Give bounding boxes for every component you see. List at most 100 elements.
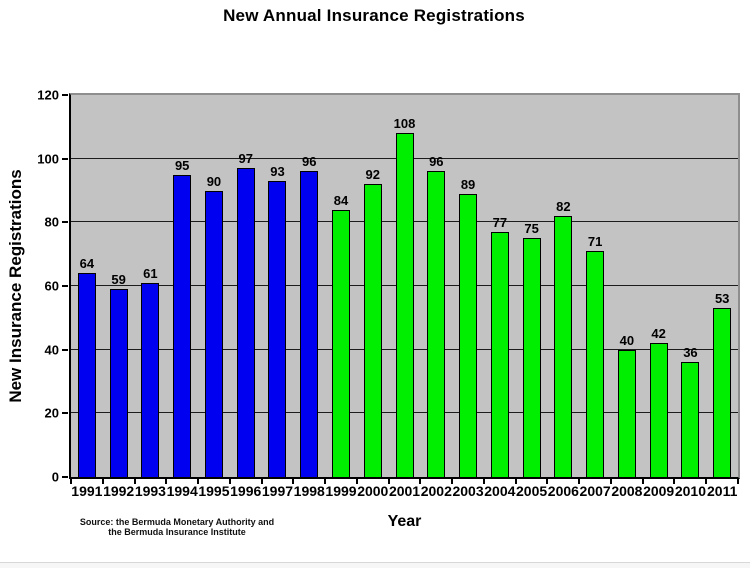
bar-value-label-2007: 71 [587, 233, 603, 249]
bar-2005 [522, 238, 541, 477]
bar-slot-2008: 40 [611, 95, 643, 477]
bar-2003 [459, 193, 478, 477]
bar-slot-1994: 95 [166, 95, 198, 477]
x-tick-mark-19 [673, 479, 676, 484]
x-tick-label-1991: 1991 [71, 483, 103, 499]
bar-value-label-2003: 89 [460, 176, 476, 192]
x-tick-label-2000: 2000 [357, 483, 389, 499]
bar-1997 [268, 180, 287, 477]
y-tick-mark-100 [62, 157, 68, 160]
y-tick-mark-60 [62, 285, 68, 287]
y-tick-mark-20 [62, 412, 68, 415]
chart-title: New Annual Insurance Registrations [223, 6, 525, 25]
x-tick-label-2002: 2002 [420, 483, 452, 499]
x-tick-mark-13 [482, 479, 485, 484]
x-tick-mark-17 [609, 479, 612, 484]
x-tick-mark-14 [514, 479, 517, 484]
x-tick-label-1993: 1993 [134, 483, 166, 499]
bar-slot-1991: 64 [71, 95, 103, 477]
x-tick-label-1996: 1996 [230, 483, 262, 499]
x-tick-label-2003: 2003 [452, 483, 484, 499]
bar-value-label-1994: 95 [174, 157, 190, 173]
bar-2004 [490, 231, 509, 477]
bar-value-label-2008: 40 [619, 332, 635, 348]
y-tick-label-20: 20 [44, 405, 59, 421]
x-tick-label-1995: 1995 [198, 483, 230, 499]
bar-value-label-2010: 36 [683, 345, 698, 361]
bar-slot-2011: 53 [706, 95, 738, 477]
x-tick-mark-0 [70, 479, 72, 484]
x-tick-label-2006: 2006 [547, 483, 579, 499]
source-note: Source: the Bermuda Monetary Authority a… [62, 517, 292, 537]
x-tick-label-1999: 1999 [325, 483, 357, 499]
bar-2001 [395, 133, 414, 477]
x-tick-mark-15 [546, 479, 549, 484]
bar-slot-2000: 92 [357, 95, 389, 477]
bar-value-label-1999: 84 [333, 192, 349, 208]
bar-slot-1992: 59 [103, 95, 135, 477]
bar-series: 64 59 61 95 90 97 93 96 84 92 108 96 89 77 75 82 71 40 42 3… [71, 95, 738, 477]
bar-1991 [77, 273, 96, 477]
bar-2007 [586, 250, 605, 477]
bar-1998 [300, 171, 319, 477]
bar-slot-1997: 93 [262, 95, 294, 477]
bar-slot-2005: 75 [516, 95, 548, 477]
bar-1992 [109, 289, 128, 477]
bar-value-label-2005: 75 [524, 221, 539, 237]
bar-2006 [554, 215, 573, 477]
bar-1999 [332, 209, 350, 477]
x-tick-mark-7 [292, 479, 295, 484]
bar-value-label-2011: 53 [714, 291, 730, 307]
bar-slot-1993: 61 [135, 95, 167, 477]
x-tick-mark-8 [324, 479, 327, 484]
x-tick-label-2004: 2004 [484, 483, 516, 499]
y-tick-mark-80 [62, 221, 68, 224]
bar-2010 [681, 362, 700, 477]
x-tick-mark-3 [165, 479, 168, 484]
y-tick-label-60: 60 [44, 278, 59, 294]
bar-value-label-1992: 59 [111, 272, 126, 288]
bar-2009 [649, 343, 668, 477]
x-tick-label-2011: 2011 [707, 483, 738, 499]
x-tick-mark-9 [355, 479, 358, 484]
bar-value-label-1996: 97 [238, 151, 253, 167]
source-note-line2: the Bermuda Insurance Institute [108, 527, 246, 537]
x-tick-mark-5 [228, 479, 231, 484]
bar-value-label-2001: 108 [393, 116, 416, 132]
bar-slot-1995: 90 [198, 95, 230, 477]
bar-slot-2002: 96 [420, 95, 452, 477]
bar-1994 [173, 174, 192, 477]
bar-value-label-2004: 77 [492, 214, 508, 230]
bar-value-label-1991: 64 [79, 256, 95, 272]
x-tick-mark-16 [578, 479, 581, 484]
y-tick-mark-120 [62, 94, 68, 96]
bar-2002 [427, 171, 446, 477]
x-tick-mark-12 [451, 479, 454, 484]
x-axis-ticks [70, 479, 739, 484]
x-tick-label-2010: 2010 [674, 483, 706, 499]
bar-2011 [713, 308, 732, 477]
plot-area: 64 59 61 95 90 97 93 96 84 92 108 96 89 77 75 82 71 40 42 3… [69, 93, 740, 479]
x-tick-label-1992: 1992 [103, 483, 135, 499]
bar-slot-2001: 108 [389, 95, 421, 477]
bar-value-label-1993: 61 [143, 265, 158, 281]
bar-value-label-2006: 82 [556, 198, 571, 214]
bar-value-label-1995: 90 [206, 173, 222, 189]
bar-value-label-2000: 92 [365, 167, 380, 183]
bar-1995 [204, 190, 223, 477]
y-tick-label-80: 80 [44, 214, 59, 230]
x-axis-title: Year [387, 513, 422, 530]
y-tick-label-120: 120 [37, 87, 59, 103]
x-tick-mark-18 [641, 479, 644, 484]
bar-1993 [141, 282, 160, 477]
y-tick-mark-40 [62, 348, 68, 351]
y-tick-label-0: 0 [51, 469, 59, 485]
bar-slot-1998: 96 [293, 95, 325, 477]
x-tick-mark-21 [737, 479, 739, 484]
bar-1996 [236, 168, 255, 477]
x-tick-mark-20 [705, 479, 708, 484]
bar-slot-2009: 42 [643, 95, 675, 477]
x-tick-label-1998: 1998 [293, 483, 325, 499]
x-tick-mark-11 [419, 479, 422, 484]
